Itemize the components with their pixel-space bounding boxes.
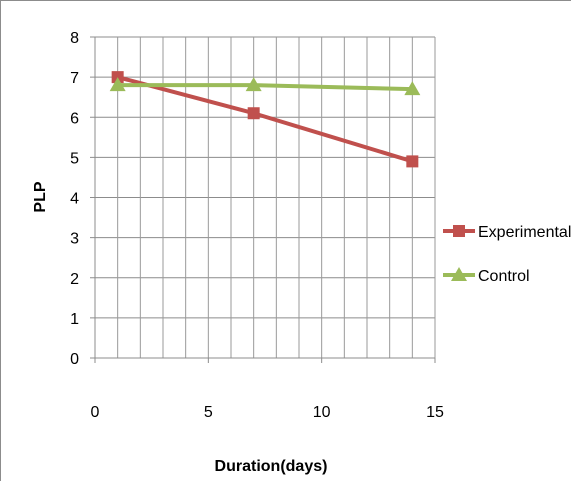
y-tick-label: 3 — [70, 231, 79, 248]
legend-marker-control — [451, 267, 467, 281]
y-tick-label: 0 — [70, 351, 79, 368]
y-tick-label: 1 — [70, 311, 79, 328]
legend-marker-experimental — [453, 225, 465, 237]
legend: Experimental Control — [443, 224, 571, 285]
experimental-point — [406, 155, 419, 168]
legend-item-experimental: Experimental — [443, 224, 571, 241]
y-tick-label: 4 — [70, 191, 79, 208]
legend-label-experimental: Experimental — [478, 224, 571, 241]
axes — [90, 36, 436, 363]
y-tick-label: 8 — [70, 30, 79, 47]
x-tick-label: 15 — [426, 404, 444, 421]
x-tick-label: 0 — [91, 404, 100, 421]
y-tick-label: 2 — [70, 271, 79, 288]
legend-label-control: Control — [478, 268, 530, 285]
experimental-point — [111, 71, 124, 84]
x-tick-label: 10 — [313, 404, 331, 421]
control-point — [109, 77, 126, 92]
y-axis-title: PLP — [32, 181, 49, 212]
control-point — [245, 77, 262, 92]
plot-area — [109, 71, 421, 168]
legend-item-control: Control — [443, 267, 530, 285]
y-tick-label: 7 — [70, 70, 79, 87]
y-tick-label: 6 — [70, 110, 79, 127]
x-tick-labels: 0 5 10 15 — [91, 404, 444, 421]
experimental-point — [247, 107, 260, 120]
y-tick-label: 5 — [70, 150, 79, 167]
x-tick-label: 5 — [204, 404, 213, 421]
control-point — [404, 81, 421, 96]
y-tick-labels: 0 1 2 3 4 5 6 7 8 — [70, 30, 79, 368]
x-axis-title: Duration(days) — [215, 458, 328, 475]
